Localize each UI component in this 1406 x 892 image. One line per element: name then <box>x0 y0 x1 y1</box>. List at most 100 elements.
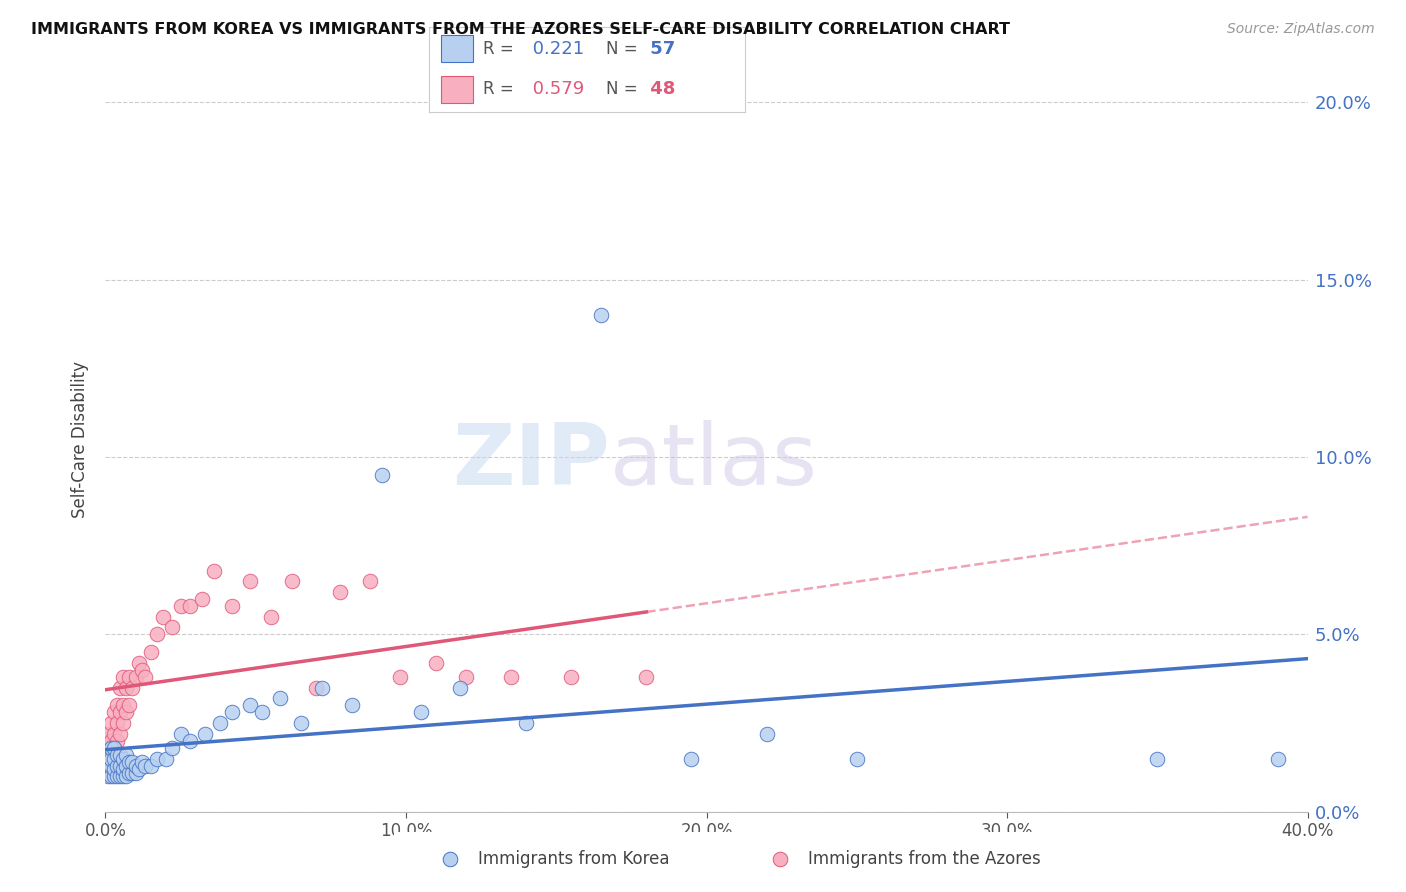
Point <box>97 751 120 765</box>
Point <box>239 698 262 713</box>
Point <box>179 733 201 747</box>
Point <box>160 740 183 755</box>
Point <box>169 599 191 613</box>
Point <box>221 706 243 720</box>
Point <box>239 574 262 589</box>
Point <box>134 670 156 684</box>
Point <box>124 758 146 772</box>
Point <box>1146 751 1168 765</box>
Point <box>112 670 135 684</box>
Point <box>103 706 125 720</box>
Point <box>97 727 120 741</box>
Point <box>250 706 273 720</box>
Point <box>121 681 143 695</box>
Point <box>591 308 613 322</box>
Point <box>115 706 138 720</box>
Point <box>208 716 231 731</box>
Point <box>371 467 394 482</box>
Point <box>194 727 217 741</box>
Text: Source: ZipAtlas.com: Source: ZipAtlas.com <box>1227 22 1375 37</box>
Point <box>118 670 141 684</box>
Point <box>152 609 174 624</box>
Point <box>439 852 461 866</box>
Text: Immigrants from the Azores: Immigrants from the Azores <box>808 850 1042 868</box>
Point <box>112 769 135 783</box>
Point <box>100 747 122 762</box>
Point <box>100 751 122 765</box>
Point <box>636 670 658 684</box>
Point <box>118 755 141 769</box>
Point <box>128 762 150 776</box>
Point <box>155 751 177 765</box>
Point <box>107 716 129 731</box>
Point <box>425 656 447 670</box>
Text: 0.579: 0.579 <box>527 80 583 98</box>
Point <box>110 681 132 695</box>
Text: R =: R = <box>482 80 513 98</box>
Point <box>110 706 132 720</box>
Point <box>97 762 120 776</box>
Point <box>311 681 333 695</box>
Point <box>340 698 363 713</box>
Point <box>121 765 143 780</box>
Point <box>169 727 191 741</box>
Text: 57: 57 <box>644 40 675 58</box>
Point <box>103 740 125 755</box>
Point <box>97 769 120 783</box>
Point <box>121 755 143 769</box>
Point <box>124 670 146 684</box>
Point <box>388 670 411 684</box>
Point <box>560 670 582 684</box>
Point <box>190 591 212 606</box>
Bar <box>441 36 472 62</box>
Point <box>115 769 138 783</box>
Point <box>409 706 432 720</box>
Point <box>103 769 125 783</box>
Text: 48: 48 <box>644 80 675 98</box>
Point <box>107 733 129 747</box>
Point <box>112 762 135 776</box>
Point <box>115 747 138 762</box>
Point <box>110 769 132 783</box>
Point <box>107 758 129 772</box>
Point <box>139 645 162 659</box>
Point <box>107 698 129 713</box>
Point <box>1267 751 1289 765</box>
Point <box>103 762 125 776</box>
Point <box>128 656 150 670</box>
Point <box>179 599 201 613</box>
Text: atlas: atlas <box>610 420 818 503</box>
Point <box>100 716 122 731</box>
Point <box>100 769 122 783</box>
Point <box>100 758 122 772</box>
Point <box>112 698 135 713</box>
Point <box>118 698 141 713</box>
Bar <box>441 76 472 103</box>
Point <box>107 769 129 783</box>
Point <box>454 670 477 684</box>
Text: N =: N = <box>606 80 637 98</box>
Point <box>115 681 138 695</box>
Point <box>845 751 868 765</box>
Text: IMMIGRANTS FROM KOREA VS IMMIGRANTS FROM THE AZORES SELF-CARE DISABILITY CORRELA: IMMIGRANTS FROM KOREA VS IMMIGRANTS FROM… <box>31 22 1010 37</box>
Point <box>681 751 703 765</box>
Point <box>139 758 162 772</box>
Point <box>221 599 243 613</box>
Point <box>145 627 167 641</box>
Point <box>103 727 125 741</box>
Point <box>100 740 122 755</box>
Text: ZIP: ZIP <box>453 420 610 503</box>
Point <box>110 758 132 772</box>
Point <box>359 574 381 589</box>
Point <box>131 755 153 769</box>
Point <box>124 765 146 780</box>
Point <box>260 609 283 624</box>
Point <box>100 733 122 747</box>
Text: R =: R = <box>482 40 513 58</box>
Point <box>110 747 132 762</box>
Point <box>202 564 225 578</box>
Point <box>449 681 471 695</box>
Point <box>134 758 156 772</box>
Text: Immigrants from Korea: Immigrants from Korea <box>478 850 669 868</box>
Point <box>269 691 291 706</box>
